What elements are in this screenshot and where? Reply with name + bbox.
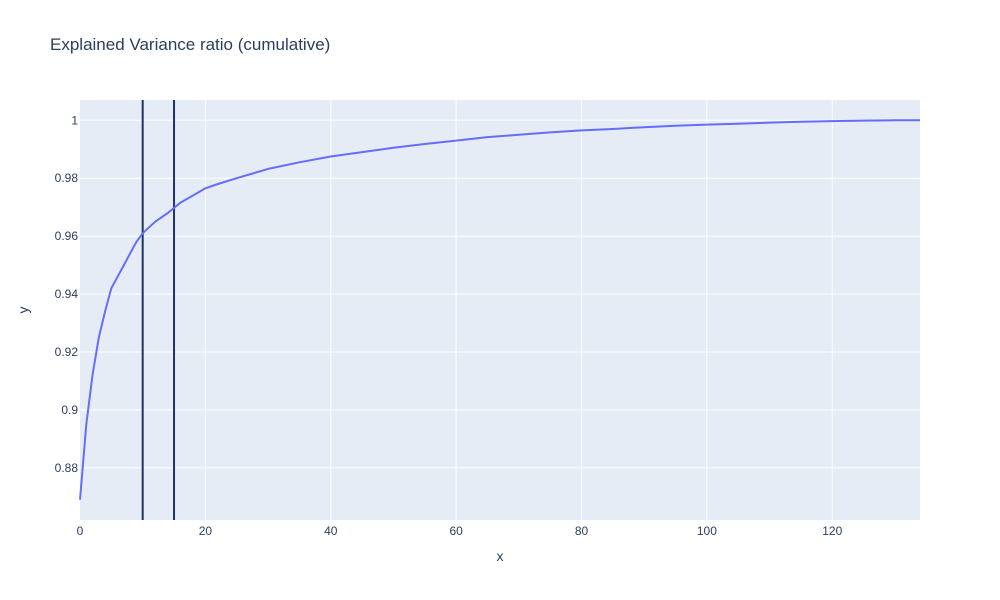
grid bbox=[80, 100, 920, 520]
vertical-lines bbox=[141, 100, 176, 520]
y-tick-label: 0.9 bbox=[61, 403, 78, 417]
x-tick-label: 60 bbox=[449, 524, 463, 538]
chart-title: Explained Variance ratio (cumulative) bbox=[50, 35, 330, 54]
x-tick-label: 0 bbox=[77, 524, 84, 538]
series-layer bbox=[79, 119, 920, 500]
y-tick-label: 0.96 bbox=[55, 229, 79, 243]
y-tick-labels: 0.88 0.9 0.92 0.94 0.96 0.98 1 bbox=[55, 113, 79, 475]
y-axis-title: y bbox=[15, 307, 31, 314]
x-tick-label: 20 bbox=[199, 524, 213, 538]
y-tick-label: 0.92 bbox=[55, 345, 79, 359]
x-tick-label: 80 bbox=[575, 524, 589, 538]
x-tick-label: 120 bbox=[822, 524, 842, 538]
x-tick-label: 40 bbox=[324, 524, 338, 538]
y-tick-label: 1 bbox=[71, 113, 78, 127]
y-tick-label: 0.94 bbox=[55, 287, 79, 301]
y-tick-label: 0.98 bbox=[55, 171, 79, 185]
x-tick-label: 100 bbox=[697, 524, 717, 538]
series-line bbox=[79, 119, 920, 500]
x-axis-title: x bbox=[497, 548, 504, 564]
x-tick-labels: 0 20 40 60 80 100 120 bbox=[77, 524, 843, 538]
plot-area bbox=[80, 100, 920, 520]
y-tick-label: 0.88 bbox=[55, 461, 79, 475]
